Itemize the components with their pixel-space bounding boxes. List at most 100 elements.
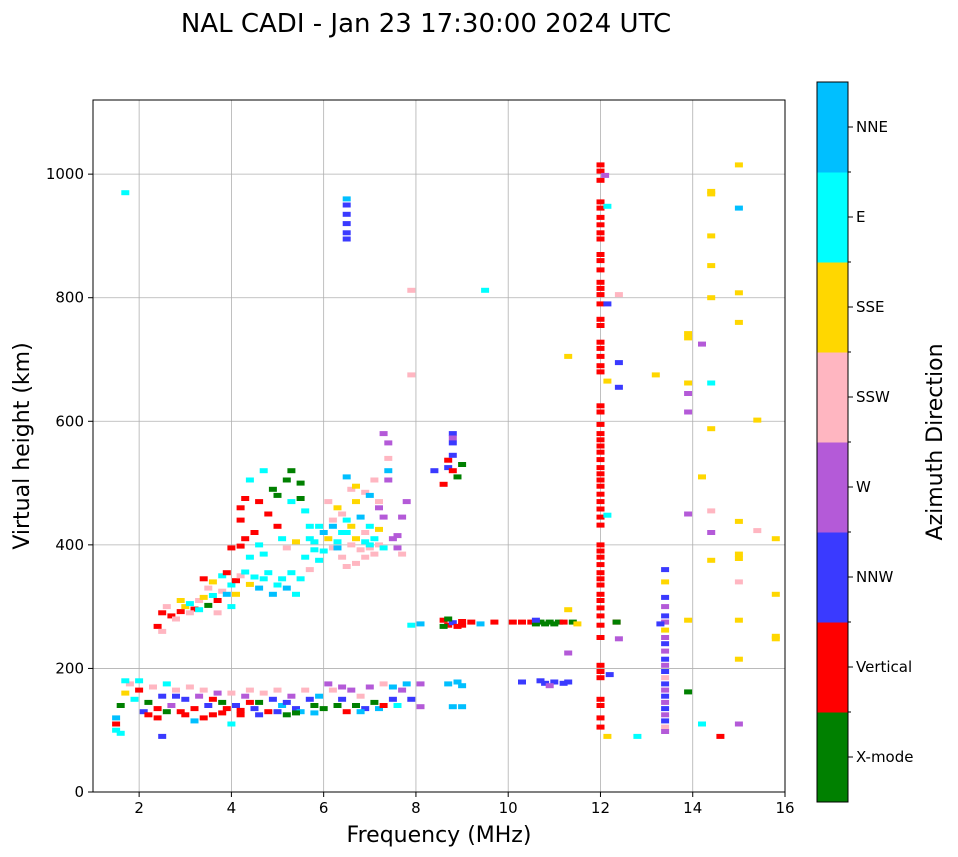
- echo-point: [707, 557, 716, 563]
- echo-point: [596, 316, 605, 322]
- echo-point: [596, 514, 605, 520]
- echo-point: [596, 542, 605, 548]
- x-axis: 2 4 6 8 10 12 14 16: [134, 792, 795, 817]
- y-tick-label: 800: [55, 289, 84, 307]
- echo-point: [661, 699, 670, 705]
- echo-point: [393, 533, 402, 539]
- echo-point: [255, 499, 264, 505]
- echo-point: [273, 709, 282, 715]
- echo-point: [545, 619, 554, 625]
- echo-point: [407, 622, 416, 628]
- echo-point: [287, 570, 296, 576]
- echo-point: [158, 693, 167, 699]
- echo-point: [139, 709, 148, 715]
- echo-point: [398, 551, 407, 557]
- echo-point: [448, 440, 457, 446]
- echo-point: [398, 687, 407, 693]
- echo-point: [116, 703, 125, 708]
- echo-point: [707, 295, 716, 301]
- echo-point: [282, 545, 291, 551]
- echo-point: [596, 222, 605, 228]
- echo-point: [771, 536, 780, 542]
- echo-point: [324, 681, 333, 687]
- echo-point: [568, 619, 577, 625]
- echo-point: [287, 468, 296, 474]
- echo-point: [153, 706, 162, 712]
- echo-point: [661, 648, 670, 654]
- echo-point: [559, 680, 568, 686]
- echo-point: [356, 709, 365, 715]
- echo-point: [596, 669, 605, 674]
- echo-point: [661, 656, 670, 662]
- x-tick-label: 16: [775, 799, 794, 817]
- echo-point: [315, 523, 324, 529]
- echo-point: [596, 162, 605, 168]
- echo-point: [439, 481, 448, 487]
- echo-point: [190, 706, 199, 712]
- echo-point: [365, 542, 374, 548]
- colorbar-segment: [817, 622, 848, 713]
- colorbar-tick-label: SSW: [856, 388, 890, 406]
- echo-point: [342, 202, 351, 208]
- echo-point: [319, 706, 328, 712]
- echo-point: [596, 369, 605, 375]
- echo-point: [185, 610, 194, 616]
- echo-point: [467, 619, 476, 625]
- echo-point: [333, 505, 342, 511]
- echo-point: [315, 557, 324, 563]
- colorbar-segment: [817, 82, 848, 173]
- echo-point: [531, 621, 540, 627]
- echo-point: [596, 465, 605, 471]
- x-tick-label: 8: [411, 799, 421, 817]
- echo-point: [596, 409, 605, 415]
- echo-point: [199, 576, 208, 582]
- echo-point: [661, 567, 670, 573]
- echo-point: [605, 672, 614, 678]
- echo-point: [195, 693, 204, 699]
- echo-point: [278, 536, 287, 542]
- echo-point: [661, 579, 670, 585]
- echo-point: [684, 391, 693, 396]
- echo-point: [684, 617, 693, 623]
- echo-point: [407, 287, 416, 293]
- echo-point: [384, 477, 393, 483]
- echo-point: [199, 594, 208, 600]
- echo-point: [384, 440, 393, 446]
- echo-point: [310, 703, 319, 708]
- echo-point: [661, 675, 670, 681]
- echo-point: [250, 574, 259, 580]
- echo-point: [338, 696, 347, 702]
- echo-point: [121, 678, 130, 684]
- echo-point: [181, 696, 190, 702]
- x-tick-label: 12: [591, 799, 610, 817]
- echo-point: [518, 679, 526, 685]
- echo-point: [596, 605, 605, 611]
- echo-point: [734, 721, 743, 727]
- echo-point: [684, 335, 693, 341]
- echo-point: [352, 703, 360, 708]
- echo-point: [596, 177, 605, 183]
- echo-point: [379, 681, 388, 687]
- plot-frame: [92, 99, 786, 793]
- echo-point: [596, 252, 605, 257]
- y-axis: 0 200 400 600 800 1000: [46, 165, 93, 801]
- echo-point: [199, 715, 208, 721]
- echo-point: [112, 727, 121, 733]
- echo-point: [559, 619, 568, 625]
- echo-point: [370, 551, 379, 557]
- echo-point: [255, 699, 264, 705]
- echo-point: [287, 499, 296, 505]
- echo-point: [375, 499, 383, 505]
- echo-point: [222, 706, 231, 712]
- echo-point: [264, 709, 273, 715]
- echo-point: [596, 258, 605, 264]
- echo-point: [596, 199, 605, 205]
- echo-point: [361, 530, 370, 535]
- echo-point: [135, 678, 144, 684]
- echo-point: [236, 707, 245, 713]
- echo-point: [458, 619, 467, 624]
- echo-point: [190, 606, 199, 612]
- colorbar-segment: [817, 352, 848, 443]
- echo-point: [661, 718, 670, 724]
- echo-point: [342, 517, 351, 523]
